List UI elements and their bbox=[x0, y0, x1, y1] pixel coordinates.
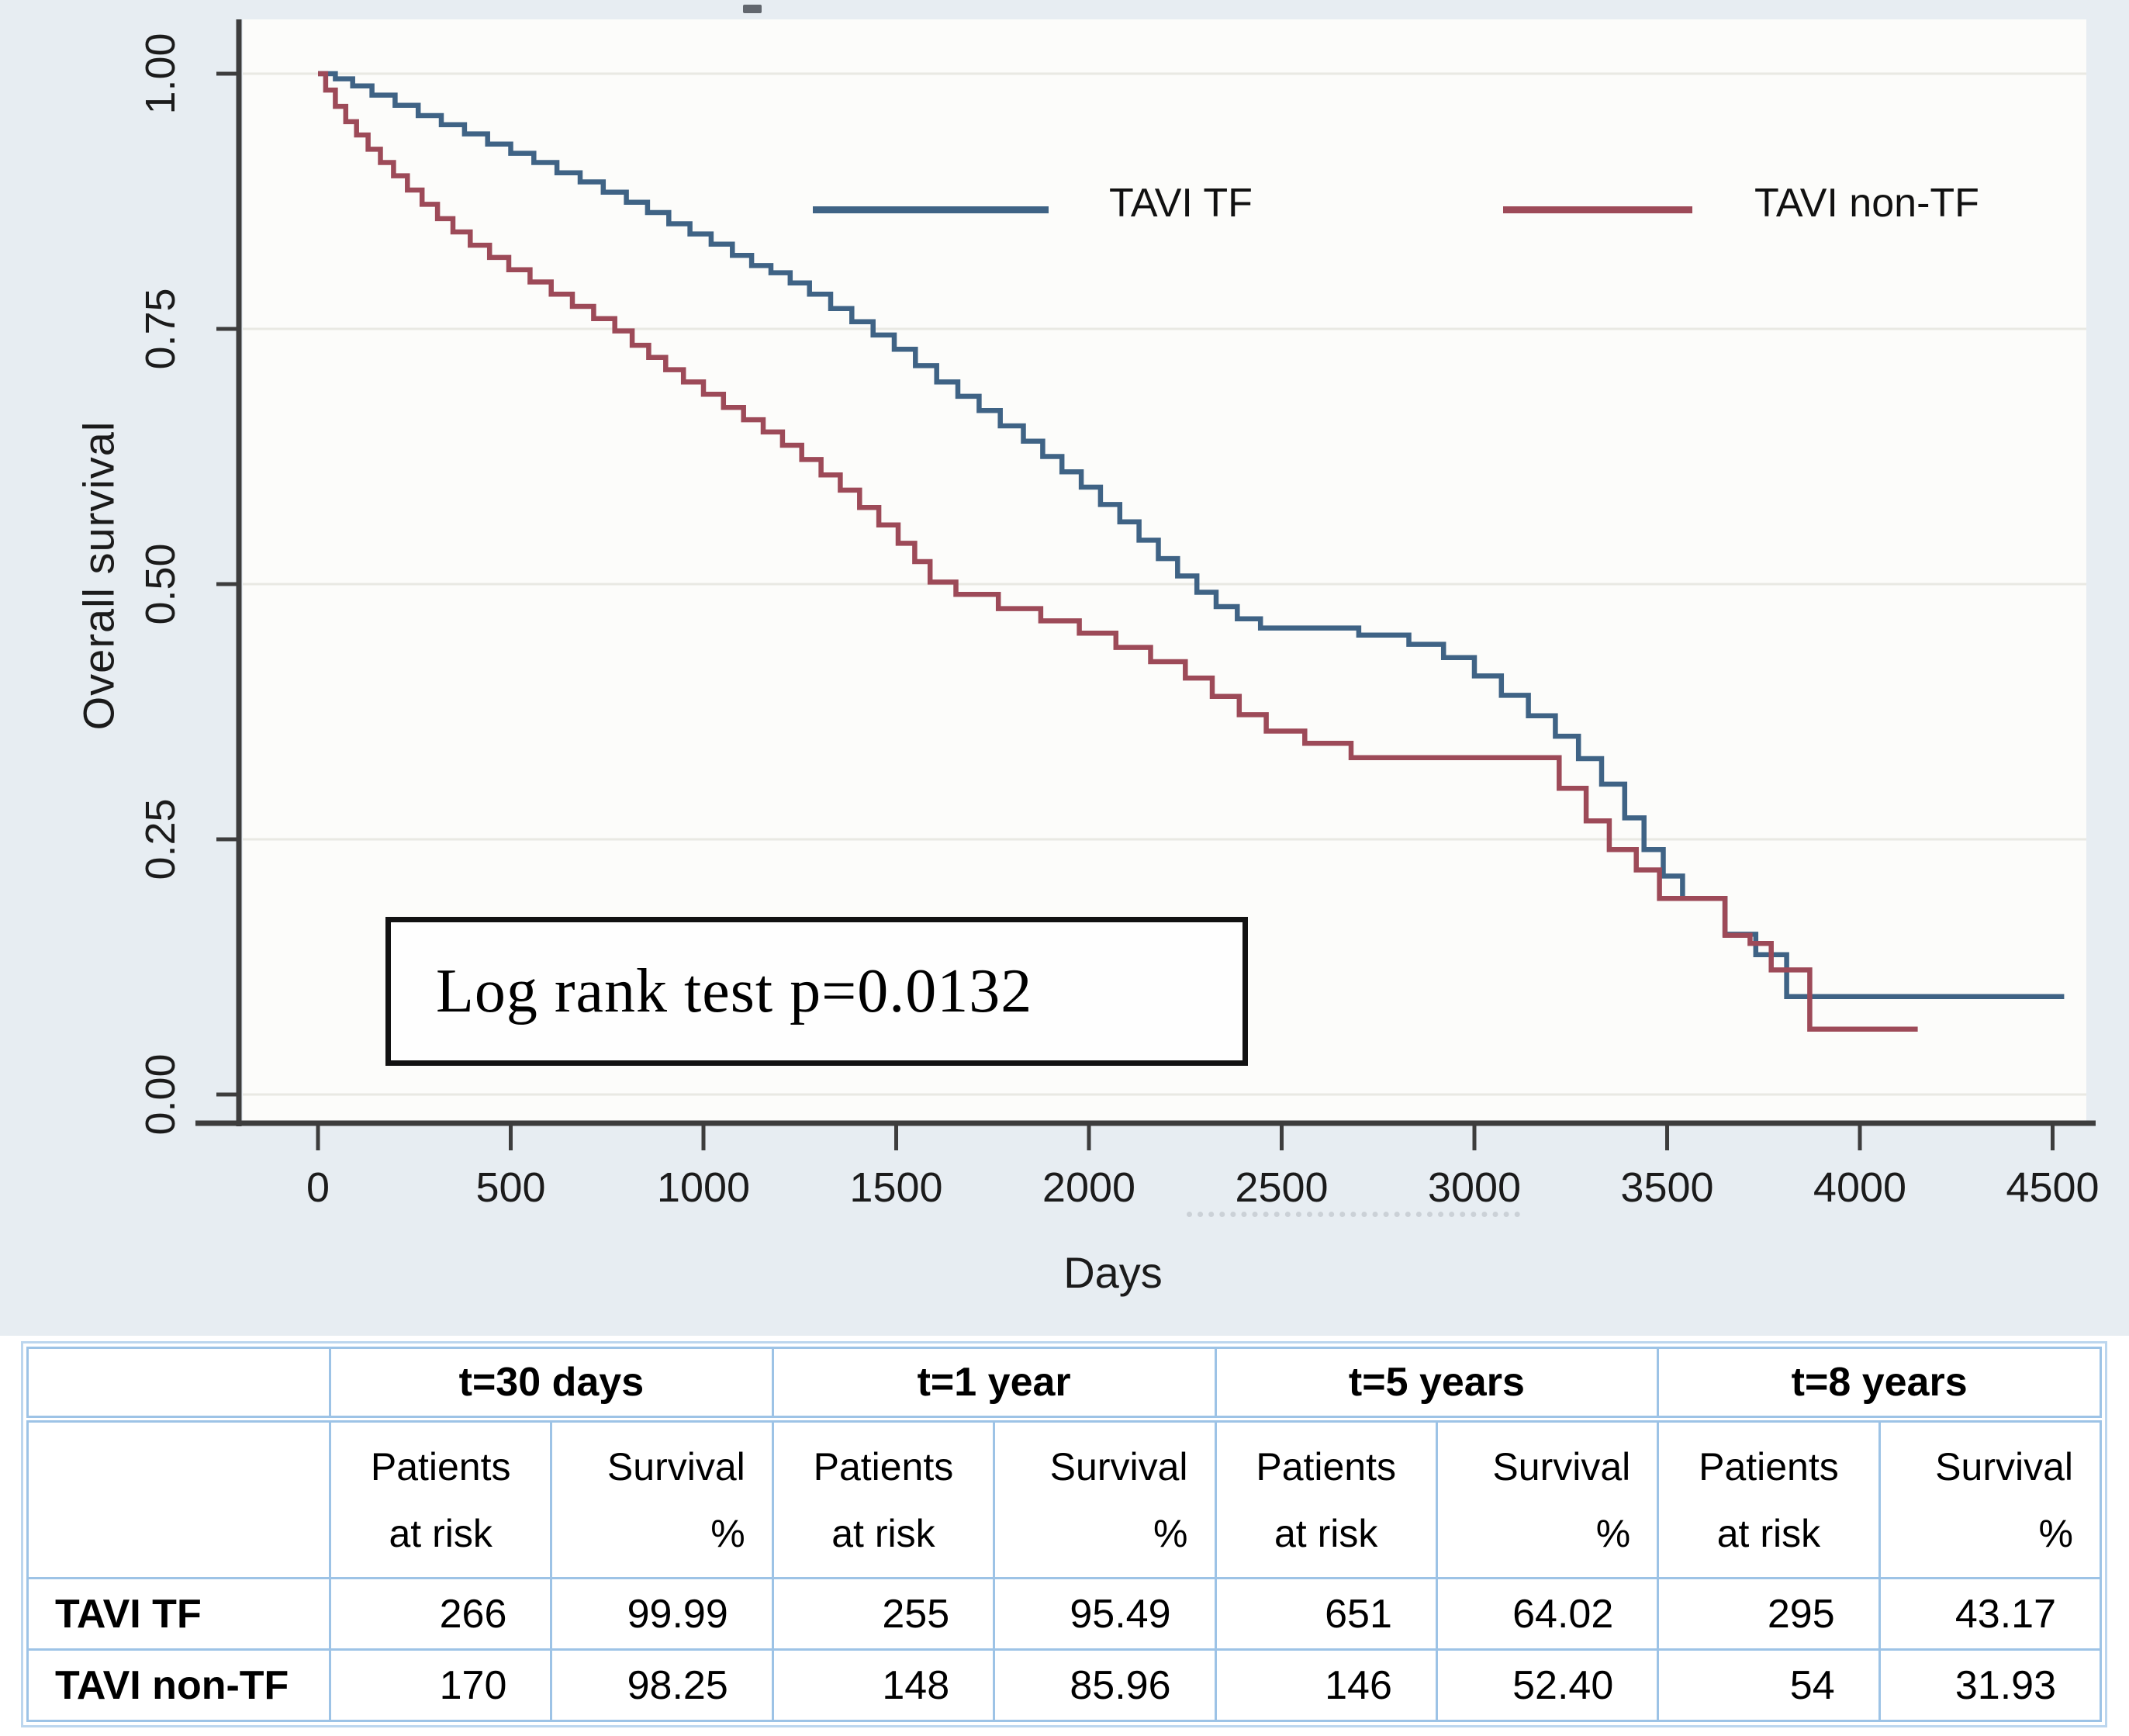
table-cell: 95.49 bbox=[993, 1577, 1217, 1651]
header-t30-days: t=30 days bbox=[329, 1347, 774, 1423]
y-tick-label: 0.00 bbox=[137, 1053, 184, 1136]
subheader-survival-pct: Survival % bbox=[1435, 1418, 1660, 1579]
table-cell: 170 bbox=[328, 1648, 553, 1722]
table-header-row-measures: Patients at risk Survival % Patients at … bbox=[26, 1418, 2103, 1579]
table-cell: 64.02 bbox=[1435, 1577, 1660, 1651]
y-tick-label: 0.75 bbox=[137, 288, 184, 370]
y-tick-label: 1.00 bbox=[137, 33, 184, 115]
y-tick-label: 0.50 bbox=[137, 543, 184, 625]
table-cell: 651 bbox=[1214, 1577, 1438, 1651]
x-tick-label: 500 bbox=[475, 1164, 546, 1211]
row-label: TAVI TF bbox=[26, 1577, 331, 1651]
x-axis-title: Days bbox=[1063, 1248, 1163, 1297]
header-t5-years: t=5 years bbox=[1214, 1347, 1660, 1423]
corner-cell bbox=[26, 1347, 331, 1423]
table-row-tavi-non-tf: TAVI non-TF 170 98.25 148 85.96 146 52.4… bbox=[26, 1648, 2103, 1722]
y-axis-title: Overall survival bbox=[74, 420, 123, 731]
table-cell: 266 bbox=[328, 1577, 553, 1651]
table-cell: 295 bbox=[1657, 1577, 1881, 1651]
survival-chart: Overall survival Days Log rank test p=0.… bbox=[0, 0, 2129, 1336]
header-t8-years: t=8 years bbox=[1657, 1347, 2102, 1423]
log-rank-annotation-box: Log rank test p=0.0132 bbox=[385, 917, 1248, 1066]
chart-canvas bbox=[195, 19, 2096, 1150]
x-tick-label: 2500 bbox=[1235, 1164, 1329, 1211]
table-cell: 99.99 bbox=[550, 1577, 774, 1651]
x-tick-label: 2000 bbox=[1042, 1164, 1136, 1211]
scan-artifact-smudge bbox=[1187, 1212, 1520, 1217]
table-row-tavi-tf: TAVI TF 266 99.99 255 95.49 651 64.02 29… bbox=[26, 1577, 2103, 1651]
empty-cell bbox=[26, 1418, 331, 1579]
header-t1-year: t=1 year bbox=[771, 1347, 1217, 1423]
legend-line-tavi-non-tf bbox=[1503, 206, 1692, 213]
row-label: TAVI non-TF bbox=[26, 1648, 331, 1722]
x-tick-label: 1000 bbox=[656, 1164, 751, 1211]
table-cell: 85.96 bbox=[993, 1648, 1217, 1722]
x-tick-label: 4000 bbox=[1813, 1164, 1907, 1211]
legend-line-tavi-tf bbox=[813, 206, 1049, 213]
x-tick-label: 3000 bbox=[1427, 1164, 1522, 1211]
x-tick-label: 3500 bbox=[1620, 1164, 1714, 1211]
log-rank-annotation-text: Log rank test p=0.0132 bbox=[436, 956, 1033, 1025]
subheader-patients-at-risk: Patients at risk bbox=[1657, 1418, 1881, 1579]
table-cell: 54 bbox=[1657, 1648, 1881, 1722]
subheader-patients-at-risk: Patients at risk bbox=[328, 1418, 553, 1579]
patients-at-risk-table: t=30 days t=1 year t=5 years t=8 years P… bbox=[26, 1347, 2103, 1722]
x-tick-label: 1500 bbox=[849, 1164, 943, 1211]
table-cell: 43.17 bbox=[1878, 1577, 2103, 1651]
subheader-survival-pct: Survival % bbox=[1878, 1418, 2103, 1579]
table-cell: 146 bbox=[1214, 1648, 1438, 1722]
scan-artifact-mark bbox=[743, 5, 762, 13]
y-tick-label: 0.25 bbox=[137, 798, 184, 880]
survival-curve-tavi-non-tf bbox=[318, 71, 1918, 1032]
subheader-patients-at-risk: Patients at risk bbox=[1214, 1418, 1438, 1579]
subheader-survival-pct: Survival % bbox=[550, 1418, 774, 1579]
subheader-patients-at-risk: Patients at risk bbox=[771, 1418, 996, 1579]
table-header-row-times: t=30 days t=1 year t=5 years t=8 years bbox=[26, 1347, 2102, 1423]
table-cell: 31.93 bbox=[1878, 1648, 2103, 1722]
x-tick-label: 0 bbox=[306, 1164, 330, 1211]
table-cell: 98.25 bbox=[550, 1648, 774, 1722]
table-cell: 52.40 bbox=[1435, 1648, 1660, 1722]
legend-label-tavi-tf: TAVI TF bbox=[1109, 181, 1253, 226]
survival-curve-tavi-tf bbox=[318, 71, 2065, 999]
legend-label-tavi-non-tf: TAVI non-TF bbox=[1754, 181, 1979, 226]
subheader-survival-pct: Survival % bbox=[993, 1418, 1217, 1579]
table-cell: 148 bbox=[771, 1648, 996, 1722]
x-tick-label: 4500 bbox=[2006, 1164, 2100, 1211]
risk-table-wrapper: t=30 days t=1 year t=5 years t=8 years P… bbox=[21, 1341, 2107, 1727]
table-cell: 255 bbox=[771, 1577, 996, 1651]
